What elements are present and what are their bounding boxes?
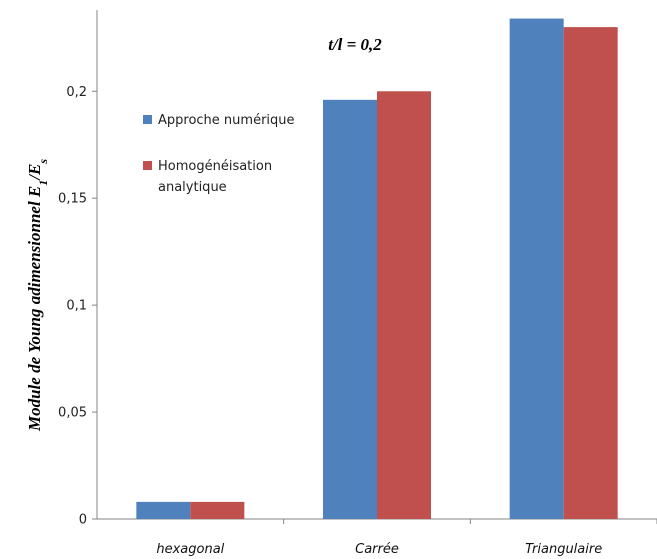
bars (136, 18, 618, 519)
y-tick-label: 0,2 (66, 85, 87, 100)
bar (323, 99, 377, 519)
y-tick-label: 0 (79, 513, 87, 528)
y-axis-label: Module de Young adimensionnel E1/Es (25, 159, 50, 432)
x-tick-label: hexagonal (156, 542, 224, 557)
bar (136, 501, 191, 519)
bar (509, 18, 564, 519)
legend-swatch (143, 115, 152, 124)
bar (563, 27, 618, 519)
legend-label: Approche numérique (158, 113, 295, 128)
x-tick-label: Triangulaire (525, 542, 602, 557)
y-axis-ticks: 0 0,05 0,1 0,15 0,2 (58, 85, 97, 528)
legend-swatch (143, 161, 152, 170)
legend-label: Homogénéisation analytique (158, 159, 272, 195)
bar (377, 91, 431, 519)
legend: Approche numérique Homogénéisation analyti… (143, 113, 295, 195)
y-tick-label: 0,05 (58, 406, 87, 421)
x-tick-label: Carrée (355, 542, 399, 557)
y-tick-label: 0,1 (66, 299, 87, 314)
bar (190, 501, 245, 519)
x-axis-labels: hexagonal Carrée Triangulaire (156, 519, 657, 557)
annotation: t/l = 0,2 (328, 35, 382, 54)
y-tick-label: 0,15 (58, 192, 87, 207)
